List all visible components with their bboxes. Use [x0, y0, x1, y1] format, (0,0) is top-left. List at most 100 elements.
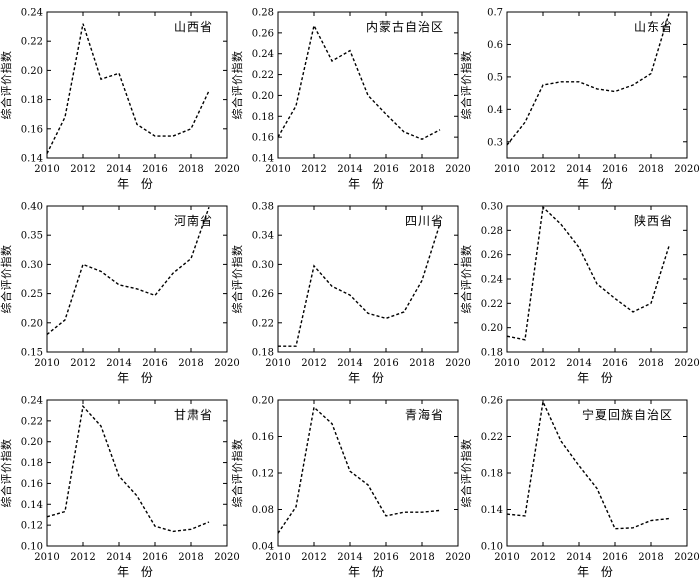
y-tick-label: 0.4	[487, 105, 503, 116]
x-tick-label: 2012	[530, 552, 555, 563]
y-tick-label: 0.12	[252, 469, 274, 480]
y-tick-label: 0.22	[481, 432, 503, 443]
y-tick-label: 0.22	[252, 70, 274, 81]
y-axis-label: 综合评价指数	[230, 51, 244, 120]
y-tick-label: 0.22	[21, 37, 43, 48]
x-tick-label: 2016	[142, 552, 167, 563]
x-tick-label: 2020	[445, 552, 470, 563]
y-tick-label: 0.20	[252, 91, 274, 102]
x-tick-label: 2016	[373, 552, 398, 563]
x-tick-label: 2014	[337, 164, 362, 175]
y-tick-label: 0.30	[481, 202, 503, 213]
x-tick-label: 2012	[301, 552, 326, 563]
y-tick-label: 0.14	[21, 500, 43, 511]
y-tick-label: 0.18	[21, 458, 43, 469]
x-tick-label: 2016	[142, 164, 167, 175]
y-tick-label: 0.04	[252, 542, 274, 553]
panel-title: 宁夏回族自治区	[582, 407, 673, 422]
y-axis-label: 综合评价指数	[230, 245, 244, 314]
x-tick-label: 2010	[265, 552, 290, 563]
x-tick-label: 2014	[106, 358, 131, 369]
x-tick-label: 2018	[409, 358, 434, 369]
y-tick-label: 0.14	[481, 505, 503, 516]
y-tick-label: 0.30	[252, 260, 274, 271]
y-axis-label: 综合评价指数	[0, 51, 13, 120]
x-tick-label: 2012	[70, 358, 95, 369]
x-axis-label: 年 份	[577, 371, 617, 385]
series-line	[506, 399, 670, 530]
panel-title: 青海省	[405, 407, 444, 422]
x-tick-label: 2020	[445, 358, 470, 369]
y-tick-label: 0.3	[487, 137, 503, 148]
y-tick-label: 0.40	[21, 202, 43, 213]
series-line	[506, 13, 670, 146]
y-tick-label: 0.26	[481, 250, 503, 261]
y-tick-label: 0.6	[487, 40, 503, 51]
panel-1: 2010 2012 2014 2016 2018 2020 0.14 0.16 0.18 0.20…	[0, 8, 240, 192]
y-tick-label: 0.10	[481, 542, 503, 553]
x-tick-label: 2012	[530, 358, 555, 369]
x-tick-label: 2010	[34, 358, 59, 369]
y-tick-label: 0.16	[252, 133, 274, 144]
y-tick-label: 0.26	[252, 289, 274, 300]
series-line	[277, 405, 441, 534]
x-tick-label: 2014	[337, 358, 362, 369]
y-tick-label: 0.22	[481, 299, 503, 310]
x-axis-label: 年 份	[117, 177, 157, 191]
plot-frame	[46, 205, 228, 353]
x-axis-label: 年 份	[348, 177, 388, 191]
x-tick-label: 2010	[494, 552, 519, 563]
x-tick-label: 2010	[265, 358, 290, 369]
x-tick-label: 2016	[602, 164, 627, 175]
plot-frame	[46, 399, 228, 547]
x-tick-label: 2018	[178, 164, 203, 175]
y-axis-label: 综合评价指数	[0, 439, 13, 508]
y-tick-label: 0.24	[21, 8, 43, 19]
panel-title: 河南省	[174, 213, 213, 228]
x-tick-label: 2016	[142, 358, 167, 369]
x-tick-label: 2012	[70, 164, 95, 175]
x-tick-label: 2012	[70, 552, 95, 563]
y-tick-label: 0.15	[21, 348, 43, 359]
y-tick-label: 0.20	[252, 396, 274, 407]
x-tick-label: 2014	[106, 552, 131, 563]
x-tick-label: 2020	[214, 358, 239, 369]
x-tick-label: 2020	[214, 552, 239, 563]
series-line	[46, 404, 210, 533]
x-tick-label: 2016	[602, 358, 627, 369]
y-tick-label: 0.16	[21, 479, 43, 490]
data-point	[208, 90, 210, 92]
x-axis-label: 年 份	[117, 371, 157, 385]
y-axis-label: 综合评价指数	[459, 439, 473, 508]
x-tick-label: 2010	[34, 552, 59, 563]
y-tick-label: 0.24	[481, 275, 503, 286]
series-line	[46, 23, 210, 154]
panel-9: 2010 2012 2014 2016 2018 2020 0.10 0.14 0.18 0.22…	[459, 396, 700, 580]
panel-title: 甘肃省	[174, 408, 213, 422]
series-line	[46, 206, 210, 336]
y-tick-label: 0.28	[252, 8, 274, 19]
x-tick-label: 2010	[265, 164, 290, 175]
panel-title: 四川省	[405, 214, 444, 228]
y-tick-label: 0.26	[252, 28, 274, 39]
y-tick-label: 0.20	[21, 437, 43, 448]
panel-title: 山西省	[174, 20, 213, 34]
x-tick-label: 2018	[409, 164, 434, 175]
y-tick-label: 0.20	[21, 318, 43, 329]
panel-5: 2010 2012 2014 2016 2018 2020 0.18 0.22 0.26 0.30…	[230, 202, 471, 386]
plot-frame	[277, 11, 459, 159]
x-tick-label: 2016	[373, 358, 398, 369]
data-point	[439, 509, 441, 511]
series-line	[278, 223, 441, 347]
y-tick-label: 0.35	[21, 231, 43, 242]
y-tick-label: 0.18	[21, 95, 43, 106]
x-tick-label: 2020	[214, 164, 239, 175]
y-tick-label: 0.24	[252, 49, 274, 60]
x-tick-label: 2010	[494, 164, 519, 175]
panel-4: 2010 2012 2014 2016 2018 2020 0.15 0.20 0.25 0.30…	[0, 202, 240, 386]
x-tick-label: 2010	[34, 164, 59, 175]
x-tick-label: 2018	[178, 358, 203, 369]
x-tick-label: 2018	[638, 552, 663, 563]
y-axis-label: 综合评价指数	[459, 51, 473, 120]
